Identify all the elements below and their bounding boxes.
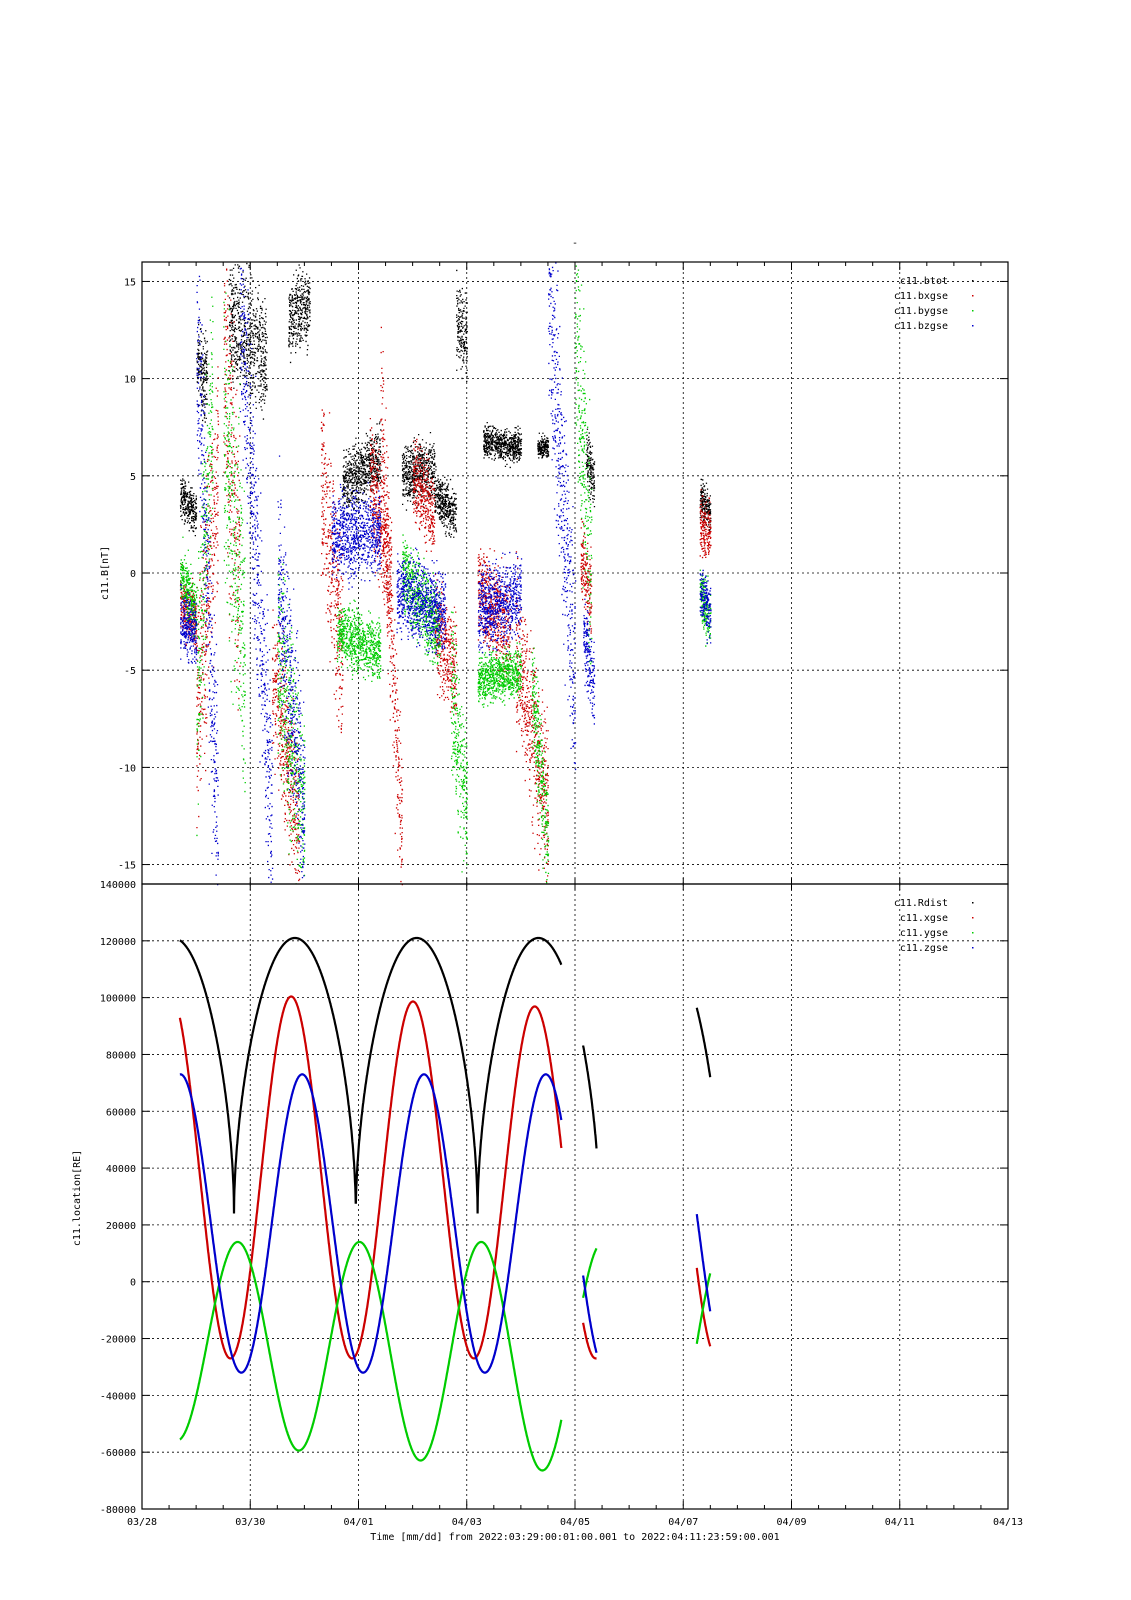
panel-bottom-ticks: 140000 120000 100000 80000 60000 40000 20000 0 -… <box>100 880 1008 1516</box>
orbit-line <box>695 1273 712 1344</box>
series-c11-btot <box>179 262 712 538</box>
y-tick-label: -40000 <box>100 1391 136 1402</box>
orbit-line <box>582 1275 598 1354</box>
x-tick-label: 04/07 <box>668 1517 698 1528</box>
y-tick-label: 100000 <box>100 994 136 1005</box>
orbit-line <box>179 1240 563 1472</box>
panel-top-points <box>179 262 712 886</box>
orbit-line <box>695 1267 712 1347</box>
series-c11-xgse <box>178 995 712 1360</box>
x-tick-label: 03/30 <box>235 1517 265 1528</box>
legend-marker <box>972 947 974 949</box>
legend-label: c11.btot <box>900 276 948 287</box>
y-tick-label: 5 <box>130 472 136 483</box>
legend-marker <box>972 310 974 312</box>
x-tick-label: 04/13 <box>993 1517 1023 1528</box>
legend-marker <box>972 902 974 904</box>
panel-bottom-grid <box>142 884 1008 1509</box>
y-tick-label: -15 <box>118 861 136 872</box>
y-tick-label: 140000 <box>100 880 136 891</box>
y-tick-label: -80000 <box>100 1505 136 1516</box>
legend-label: c11.Rdist <box>894 898 948 909</box>
panel-top-grid <box>142 262 1008 884</box>
panel-location: 140000 120000 100000 80000 60000 40000 20000 0 -… <box>72 880 1009 1516</box>
x-tick-label: 04/01 <box>343 1517 373 1528</box>
x-axis-title: Time [mm/dd] from 2022:03:29:00:01:00.00… <box>370 1532 779 1543</box>
x-tick-label: 03/28 <box>127 1517 157 1528</box>
panel-top-legend: c11.btot c11.bxgse c11.bygse c11.bzgse <box>894 276 974 332</box>
panel-bottom-legend: c11.Rdist c11.xgse c11.ygse c11.zgse <box>894 898 974 954</box>
panel-bottom-lines <box>178 936 712 1472</box>
orbit-line <box>582 1045 598 1149</box>
figure-title: - <box>572 238 578 249</box>
series-c11-bxgse <box>179 268 712 886</box>
legend-label: c11.bygse <box>894 306 948 317</box>
y-tick-label: -10 <box>118 763 136 774</box>
y-tick-label: -5 <box>124 666 136 677</box>
y-tick-label: 20000 <box>106 1221 136 1232</box>
orbit-line <box>178 995 563 1360</box>
x-tick-label: 04/03 <box>452 1517 482 1528</box>
orbit-line <box>582 1322 597 1360</box>
legend-marker <box>972 325 974 327</box>
y-tick-label: 15 <box>124 277 136 288</box>
y-tick-label: 120000 <box>100 937 136 948</box>
y-tick-label: 40000 <box>106 1164 136 1175</box>
panel-top-ticks: 15 10 5 0 -5 -10 -15 <box>118 277 1008 872</box>
scatter-points <box>180 262 712 886</box>
x-tick-label: 04/05 <box>560 1517 590 1528</box>
series-c11-ygse <box>179 1240 712 1472</box>
orbit-line <box>179 936 563 1214</box>
series-c11-zgse <box>179 1073 712 1374</box>
y-tick-label: -60000 <box>100 1448 136 1459</box>
legend-marker <box>972 917 974 919</box>
x-tick-label: 04/11 <box>885 1517 915 1528</box>
panel-top-ylabel: c11.B[nT] <box>100 546 111 600</box>
y-tick-label: 10 <box>124 375 136 386</box>
legend-marker <box>972 295 974 297</box>
legend-label: c11.zgse <box>900 943 948 954</box>
x-axis: 03/28 03/30 04/01 04/03 04/05 04/07 04/09 04/11… <box>127 262 1023 1528</box>
legend-label: c11.bxgse <box>894 291 948 302</box>
panel-magnetic-field: 15 10 5 0 -5 -10 -15 c11.B[nT] c11.btot c11.bxg… <box>100 261 1009 886</box>
x-tick-label: 04/09 <box>776 1517 806 1528</box>
y-tick-label: 0 <box>130 1278 136 1289</box>
orbit-line <box>179 1073 563 1374</box>
scatter-points <box>179 262 712 538</box>
legend-marker <box>972 280 974 282</box>
legend-label: c11.ygse <box>900 928 948 939</box>
y-tick-label: 0 <box>130 569 136 580</box>
y-tick-label: 80000 <box>106 1050 136 1061</box>
legend-label: c11.bzgse <box>894 321 948 332</box>
series-c11-Rdist <box>179 936 712 1214</box>
legend-label: c11.xgse <box>900 913 948 924</box>
scatter-points <box>179 268 712 886</box>
panel-bottom-ylabel: c11.location[RE] <box>72 1150 83 1246</box>
orbit-line <box>695 1213 712 1312</box>
series-c11-bzgse <box>180 262 712 886</box>
y-tick-label: 60000 <box>106 1107 136 1118</box>
y-tick-label: -20000 <box>100 1335 136 1346</box>
orbit-line <box>695 1007 712 1078</box>
legend-marker <box>972 932 974 934</box>
